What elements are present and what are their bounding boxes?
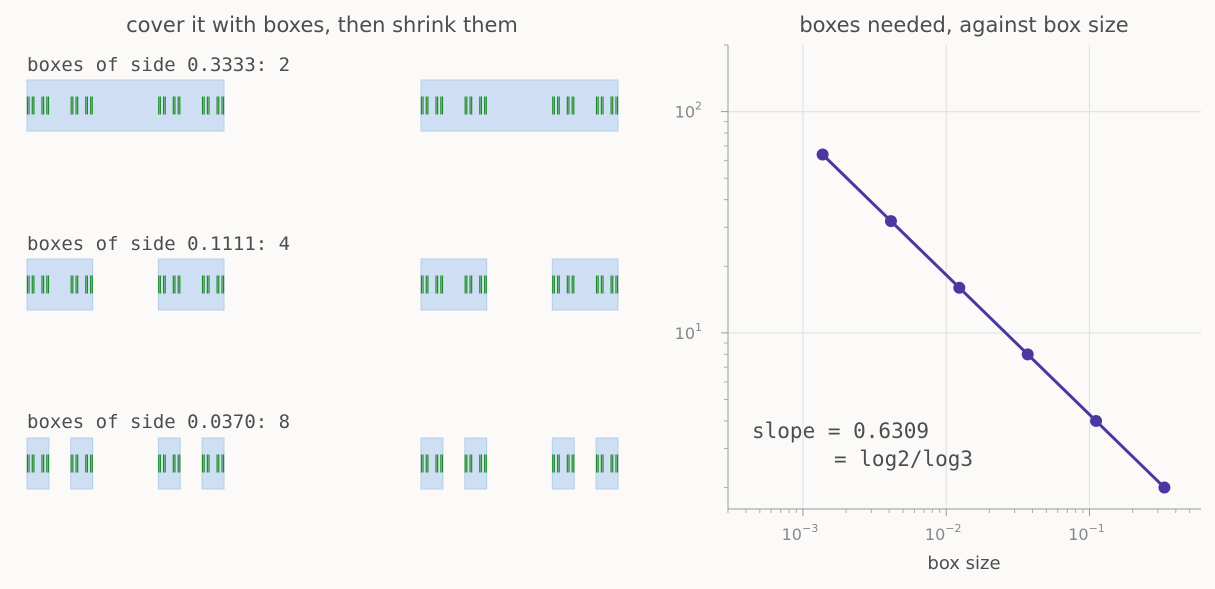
data-point	[953, 281, 966, 294]
cover-box	[70, 437, 94, 490]
x-tick-label: 10−2	[925, 522, 962, 544]
slope-annotation-line1: slope = 0.6309	[752, 419, 929, 443]
cover-box	[26, 258, 94, 311]
data-point	[816, 148, 829, 161]
cover-box	[26, 79, 225, 132]
slope-annotation-line2: = log2/log3	[834, 447, 973, 471]
data-point	[1090, 414, 1103, 427]
data-point	[1021, 348, 1034, 361]
axis-ticks: 10−3 10−2 10−1 101 102	[675, 44, 1191, 544]
cover-box	[201, 437, 225, 490]
data-point	[884, 215, 897, 228]
cover-box	[26, 437, 50, 490]
box-row-2	[26, 258, 619, 311]
cover-box	[420, 437, 444, 490]
x-tick-label: 10−3	[782, 522, 819, 544]
cover-box	[551, 437, 575, 490]
data-point	[1158, 481, 1171, 494]
box-row-3	[26, 437, 619, 490]
cover-box	[157, 258, 225, 311]
cover-box	[595, 437, 619, 490]
y-tick-label: 102	[675, 100, 702, 122]
row-label-2: boxes of side 0.1111: 4	[27, 233, 290, 255]
loglog-plot: 10−3 10−2 10−1 101 102	[675, 44, 1201, 544]
left-panel-title: cover it with boxes, then shrink them	[126, 13, 518, 37]
x-tick-label: 10−1	[1068, 522, 1105, 544]
row-label-1: boxes of side 0.3333: 2	[27, 54, 290, 76]
cover-box	[464, 437, 488, 490]
row-label-3: boxes of side 0.0370: 8	[27, 411, 290, 433]
grid-lines	[728, 45, 1201, 509]
x-axis-label: box size	[927, 553, 1000, 574]
series-line	[821, 153, 1166, 489]
box-row-1	[26, 79, 619, 132]
y-tick-label: 101	[675, 321, 702, 343]
series-points	[816, 148, 1171, 494]
cover-box	[551, 258, 619, 311]
cover-box	[420, 258, 488, 311]
cover-box	[420, 79, 619, 132]
cover-box	[157, 437, 181, 490]
right-panel-title: boxes needed, against box size	[799, 13, 1128, 37]
